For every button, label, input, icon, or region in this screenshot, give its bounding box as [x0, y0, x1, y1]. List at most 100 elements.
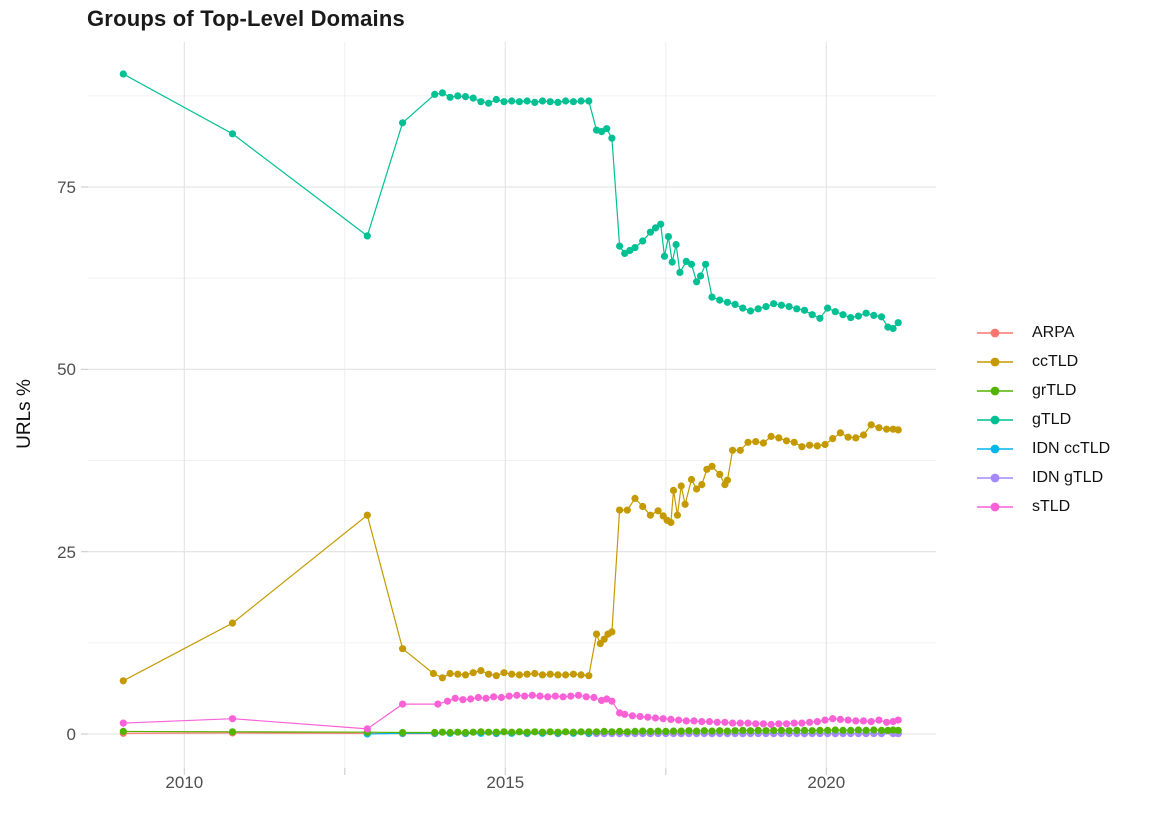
- data-point-gtld: [431, 90, 439, 98]
- data-point-gtld: [639, 237, 647, 245]
- data-point-gtld: [454, 92, 462, 100]
- data-point-cctld: [623, 506, 631, 514]
- data-point-stld: [790, 719, 798, 727]
- data-point-grtld: [577, 728, 585, 736]
- legend-key-idn-gtld-icon: [977, 473, 1013, 482]
- data-point-stld: [628, 712, 637, 720]
- data-point-gtld: [877, 313, 886, 321]
- data-point-grtld: [862, 726, 870, 735]
- data-point-stld: [729, 719, 737, 727]
- data-point-grtld: [469, 728, 477, 736]
- data-point-gtld: [546, 98, 554, 106]
- data-point-gtld: [708, 293, 716, 301]
- data-point-stld: [736, 719, 744, 727]
- data-point-cctld: [562, 671, 570, 679]
- data-point-gtld: [696, 272, 705, 280]
- data-point-gtld: [438, 89, 446, 97]
- data-point-grtld: [438, 728, 446, 736]
- data-point-stld: [759, 720, 768, 728]
- data-point-grtld: [746, 727, 755, 735]
- data-point-grtld: [731, 727, 739, 735]
- data-point-stld: [459, 696, 467, 704]
- data-point-cctld: [639, 502, 647, 511]
- data-point-grtld: [477, 728, 485, 736]
- data-point-stld: [859, 717, 868, 725]
- data-point-cctld: [806, 441, 814, 449]
- data-point-cctld: [492, 672, 500, 680]
- data-point-cctld: [485, 670, 493, 678]
- data-point-stld: [782, 720, 791, 728]
- data-point-cctld: [446, 669, 454, 678]
- data-point-grtld: [623, 728, 631, 736]
- legend-label: gTLD: [1032, 410, 1072, 428]
- data-point-cctld: [546, 670, 554, 678]
- data-point-grtld: [592, 728, 601, 736]
- data-point-grtld: [700, 727, 708, 735]
- data-point-cctld: [577, 671, 585, 679]
- data-point-gtld: [676, 268, 684, 276]
- data-point-stld: [813, 718, 821, 726]
- data-point-grtld: [824, 726, 832, 735]
- data-point-gtld: [746, 307, 755, 315]
- data-point-gtld: [716, 296, 724, 304]
- data-point-cctld: [883, 425, 891, 433]
- data-point-cctld: [554, 671, 562, 679]
- data-point-cctld: [852, 434, 860, 442]
- data-point-stld: [675, 716, 683, 724]
- data-point-stld: [363, 725, 371, 733]
- data-point-cctld: [723, 476, 732, 484]
- data-point-grtld: [500, 728, 508, 736]
- data-point-grtld: [754, 726, 762, 735]
- data-point-stld: [567, 692, 575, 700]
- data-point-gtld: [839, 311, 847, 319]
- data-point-stld: [582, 693, 590, 701]
- data-point-gtld: [651, 224, 660, 232]
- series-line-gtld: [123, 73, 899, 330]
- data-point-grtld: [554, 728, 562, 736]
- data-point-cctld: [438, 674, 446, 682]
- data-point-stld: [621, 710, 629, 718]
- data-point-grtld: [600, 727, 608, 736]
- data-point-stld: [698, 718, 706, 726]
- legend-key-dot: [990, 328, 1000, 337]
- legend-label: ARPA: [1032, 323, 1075, 341]
- data-point-gtld: [702, 260, 710, 268]
- data-point-cctld: [759, 439, 768, 447]
- data-point-stld: [490, 693, 498, 701]
- data-point-gtld: [739, 304, 747, 312]
- legend-label: ccTLD: [1032, 352, 1079, 370]
- data-point-stld: [767, 720, 775, 729]
- data-point-cctld: [677, 482, 685, 490]
- data-point-stld: [829, 715, 837, 723]
- data-point-stld: [894, 716, 902, 724]
- legend-label: IDN ccTLD: [1032, 439, 1111, 457]
- data-point-cctld: [681, 500, 689, 508]
- legend-key-idn-cctld-icon: [977, 444, 1013, 453]
- data-point-grtld: [485, 728, 493, 736]
- data-point-grtld: [808, 727, 816, 735]
- data-point-gtld: [492, 95, 500, 104]
- data-point-gtld: [608, 134, 616, 142]
- data-point-cctld: [228, 619, 237, 627]
- data-point-stld: [559, 693, 567, 701]
- data-point-gtld: [824, 304, 832, 312]
- legend-item-arpa: ARPA: [976, 318, 1110, 347]
- legend-key-dot: [990, 415, 1000, 424]
- data-point-stld: [721, 718, 729, 726]
- data-point-stld: [651, 714, 660, 722]
- data-point-stld: [852, 717, 860, 725]
- data-point-grtld: [669, 727, 678, 735]
- x-tick-label: 2015: [486, 773, 525, 792]
- data-point-grtld: [492, 728, 500, 736]
- data-point-cctld: [600, 635, 608, 643]
- data-point-grtld: [677, 727, 685, 735]
- data-point-gtld: [603, 125, 611, 133]
- data-point-stld: [867, 718, 875, 726]
- legend-key-cctld-icon: [977, 357, 1013, 366]
- data-point-cctld: [716, 470, 724, 478]
- data-point-gtld: [847, 314, 855, 322]
- y-tick-label: 50: [57, 360, 76, 380]
- data-point-gtld: [523, 97, 531, 105]
